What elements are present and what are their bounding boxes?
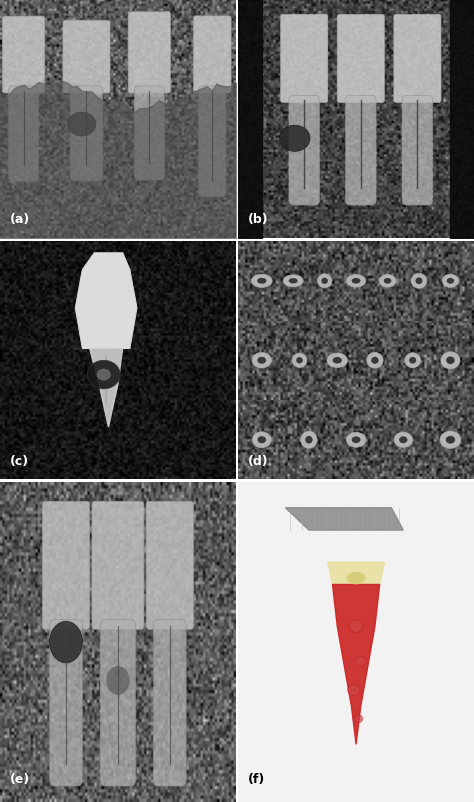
Polygon shape bbox=[285, 508, 403, 530]
Ellipse shape bbox=[441, 352, 460, 369]
FancyBboxPatch shape bbox=[193, 16, 231, 93]
FancyBboxPatch shape bbox=[289, 95, 319, 205]
FancyBboxPatch shape bbox=[128, 12, 171, 93]
Ellipse shape bbox=[327, 353, 347, 367]
Ellipse shape bbox=[97, 369, 111, 380]
Ellipse shape bbox=[415, 277, 422, 284]
Ellipse shape bbox=[296, 357, 303, 363]
Ellipse shape bbox=[409, 357, 416, 363]
Ellipse shape bbox=[371, 357, 379, 364]
Ellipse shape bbox=[49, 622, 82, 663]
Ellipse shape bbox=[257, 277, 266, 284]
Polygon shape bbox=[90, 348, 123, 427]
Ellipse shape bbox=[346, 432, 366, 448]
Ellipse shape bbox=[321, 277, 328, 284]
Ellipse shape bbox=[354, 715, 363, 723]
Text: (b): (b) bbox=[247, 213, 268, 226]
Text: (d): (d) bbox=[247, 455, 268, 468]
Ellipse shape bbox=[251, 274, 272, 287]
Ellipse shape bbox=[252, 353, 272, 368]
Ellipse shape bbox=[352, 278, 361, 284]
Polygon shape bbox=[75, 253, 137, 348]
Ellipse shape bbox=[442, 274, 459, 287]
Text: (f): (f) bbox=[247, 773, 265, 786]
FancyBboxPatch shape bbox=[402, 95, 433, 205]
FancyBboxPatch shape bbox=[199, 86, 226, 196]
Ellipse shape bbox=[356, 657, 366, 666]
FancyBboxPatch shape bbox=[2, 16, 45, 93]
Ellipse shape bbox=[411, 273, 427, 288]
FancyBboxPatch shape bbox=[63, 20, 110, 93]
FancyBboxPatch shape bbox=[134, 86, 164, 180]
Text: (c): (c) bbox=[9, 455, 28, 468]
Ellipse shape bbox=[367, 352, 383, 368]
FancyBboxPatch shape bbox=[100, 620, 136, 786]
Ellipse shape bbox=[292, 353, 307, 367]
Ellipse shape bbox=[440, 431, 461, 448]
Ellipse shape bbox=[349, 620, 363, 633]
FancyBboxPatch shape bbox=[43, 501, 90, 630]
Ellipse shape bbox=[257, 436, 266, 444]
Ellipse shape bbox=[252, 431, 271, 448]
FancyBboxPatch shape bbox=[281, 14, 328, 103]
Ellipse shape bbox=[301, 431, 317, 448]
FancyBboxPatch shape bbox=[9, 86, 39, 181]
FancyBboxPatch shape bbox=[92, 501, 144, 630]
Ellipse shape bbox=[346, 274, 366, 287]
Ellipse shape bbox=[379, 274, 396, 287]
Ellipse shape bbox=[68, 112, 96, 136]
FancyBboxPatch shape bbox=[337, 14, 384, 103]
Polygon shape bbox=[328, 562, 384, 585]
FancyBboxPatch shape bbox=[346, 95, 376, 205]
Ellipse shape bbox=[333, 357, 342, 363]
Ellipse shape bbox=[394, 432, 412, 448]
Ellipse shape bbox=[352, 436, 361, 444]
FancyBboxPatch shape bbox=[154, 620, 186, 786]
Text: (a): (a) bbox=[9, 213, 30, 226]
Polygon shape bbox=[332, 585, 380, 744]
Ellipse shape bbox=[318, 273, 332, 288]
FancyBboxPatch shape bbox=[146, 501, 193, 630]
Ellipse shape bbox=[87, 360, 120, 389]
FancyBboxPatch shape bbox=[50, 620, 82, 786]
Ellipse shape bbox=[446, 435, 455, 444]
Ellipse shape bbox=[289, 278, 298, 283]
Ellipse shape bbox=[280, 125, 310, 152]
Ellipse shape bbox=[257, 357, 266, 364]
Ellipse shape bbox=[405, 353, 420, 368]
Text: (e): (e) bbox=[9, 773, 30, 786]
Ellipse shape bbox=[399, 436, 407, 444]
FancyBboxPatch shape bbox=[70, 86, 103, 181]
Ellipse shape bbox=[106, 666, 130, 695]
FancyBboxPatch shape bbox=[394, 14, 441, 103]
Ellipse shape bbox=[346, 572, 365, 585]
Ellipse shape bbox=[305, 435, 313, 444]
Ellipse shape bbox=[446, 356, 455, 364]
Ellipse shape bbox=[283, 275, 303, 287]
Ellipse shape bbox=[347, 684, 360, 695]
Ellipse shape bbox=[447, 277, 454, 284]
Ellipse shape bbox=[384, 278, 392, 284]
